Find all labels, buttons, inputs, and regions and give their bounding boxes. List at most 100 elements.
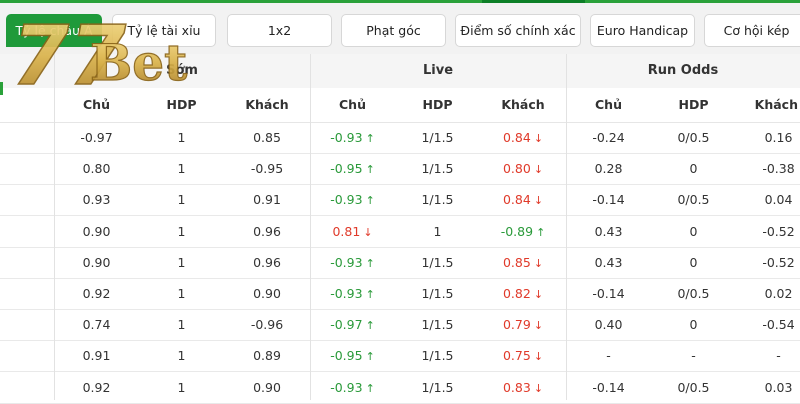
cell-early-away[interactable]: 0.91 [224, 184, 310, 215]
cell-live-away[interactable]: 0.80 ↓ [480, 153, 566, 184]
cell-run-away[interactable]: -0.52 [736, 216, 800, 247]
cell-live-hdp[interactable]: 1/1.5 [395, 372, 480, 403]
cell-run-home[interactable]: 0.40 [566, 309, 651, 340]
cell-early-away[interactable]: 0.90 [224, 278, 310, 309]
cell-live-hdp[interactable]: 1/1.5 [395, 184, 480, 215]
table-row: 0.93 1 0.91 -0.93 ↑ 1/1.5 0.84 ↓ -0.14 0/0.5 0.04 [0, 184, 800, 217]
cell-run-away[interactable]: -0.38 [736, 153, 800, 184]
cell-live-home[interactable]: 0.81 ↓ [310, 216, 395, 247]
cell-run-away[interactable]: 0.02 [736, 278, 800, 309]
cell-live-home[interactable]: -0.95 ↑ [310, 340, 395, 371]
cell-early-hdp[interactable]: 1 [139, 184, 224, 215]
cell-early-hdp[interactable]: 1 [139, 278, 224, 309]
arrow-down-icon: ↓ [533, 163, 544, 177]
tab-asian-handicap[interactable]: Tỷ lệ châu Á [6, 14, 102, 47]
cell-live-away[interactable]: 0.83 ↓ [480, 372, 566, 403]
cell-run-hdp[interactable]: - [651, 340, 736, 371]
cell-run-home[interactable]: 0.28 [566, 153, 651, 184]
cell-early-hdp[interactable]: 1 [139, 216, 224, 247]
cell-run-away[interactable]: 0.03 [736, 372, 800, 403]
cell-live-home[interactable]: -0.93 ↑ [310, 278, 395, 309]
cell-run-home[interactable]: 0.43 [566, 216, 651, 247]
cell-early-home[interactable]: 0.90 [54, 216, 139, 247]
cell-live-hdp[interactable]: 1/1.5 [395, 122, 480, 153]
cell-run-home[interactable]: - [566, 340, 651, 371]
cell-early-away[interactable]: -0.95 [224, 153, 310, 184]
cell-live-home[interactable]: -0.93 ↑ [310, 247, 395, 278]
cell-run-away[interactable]: - [736, 340, 800, 371]
cell-run-away[interactable]: 0.04 [736, 184, 800, 215]
cell-run-home[interactable]: -0.14 [566, 184, 651, 215]
cell-run-home[interactable]: -0.24 [566, 122, 651, 153]
cell-live-away[interactable]: 0.82 ↓ [480, 278, 566, 309]
cell-run-home[interactable]: 0.43 [566, 247, 651, 278]
cell-run-home[interactable]: -0.14 [566, 278, 651, 309]
cell-live-hdp[interactable]: 1/1.5 [395, 309, 480, 340]
odds-value: 0.90 [82, 254, 111, 270]
cell-live-away[interactable]: 0.84 ↓ [480, 122, 566, 153]
cell-early-home[interactable]: 0.92 [54, 372, 139, 403]
tab-euro-handicap[interactable]: Euro Handicap [590, 14, 695, 47]
odds-value: 1/1.5 [421, 379, 454, 395]
cell-live-away[interactable]: -0.89 ↑ [480, 216, 566, 247]
cell-early-home[interactable]: 0.74 [54, 309, 139, 340]
cell-live-hdp[interactable]: 1/1.5 [395, 340, 480, 371]
cell-live-home[interactable]: -0.95 ↑ [310, 153, 395, 184]
cell-run-hdp[interactable]: 0/0.5 [651, 122, 736, 153]
col-home-early: Chủ [83, 97, 110, 112]
cell-live-home[interactable]: -0.93 ↑ [310, 122, 395, 153]
cell-early-away[interactable]: -0.96 [224, 309, 310, 340]
cell-early-away[interactable]: 0.85 [224, 122, 310, 153]
cell-run-away[interactable]: 0.16 [736, 122, 800, 153]
cell-early-hdp[interactable]: 1 [139, 247, 224, 278]
cell-run-hdp[interactable]: 0 [651, 216, 736, 247]
cell-live-hdp[interactable]: 1/1.5 [395, 153, 480, 184]
cell-run-away[interactable]: -0.52 [736, 247, 800, 278]
cell-run-hdp[interactable]: 0/0.5 [651, 372, 736, 403]
tab-1x2[interactable]: 1x2 [227, 14, 332, 47]
tab-correct-score[interactable]: Điểm số chính xác [455, 14, 581, 47]
cell-early-home[interactable]: 0.93 [54, 184, 139, 215]
cell-early-away[interactable]: 0.96 [224, 216, 310, 247]
cell-run-hdp[interactable]: 0/0.5 [651, 184, 736, 215]
cell-run-home[interactable]: -0.14 [566, 372, 651, 403]
cell-early-hdp[interactable]: 1 [139, 153, 224, 184]
cell-early-away[interactable]: 0.89 [224, 340, 310, 371]
cell-live-away[interactable]: 0.75 ↓ [480, 340, 566, 371]
cell-early-away[interactable]: 0.90 [224, 372, 310, 403]
tab-double-chance[interactable]: Cơ hội kép [704, 14, 800, 47]
cell-live-home[interactable]: -0.93 ↑ [310, 184, 395, 215]
odds-value: -0.95 [330, 348, 363, 364]
odds-value: 0.92 [82, 286, 111, 301]
cell-live-away[interactable]: 0.79 ↓ [480, 309, 566, 340]
cell-live-hdp[interactable]: 1/1.5 [395, 247, 480, 278]
cell-early-home[interactable]: 0.92 [54, 278, 139, 309]
cell-live-home[interactable]: -0.97 ↑ [310, 309, 395, 340]
cell-live-hdp[interactable]: 1 [395, 216, 480, 247]
cell-early-home[interactable]: 0.91 [54, 340, 139, 371]
cell-early-hdp[interactable]: 1 [139, 122, 224, 153]
cell-run-away[interactable]: -0.54 [736, 309, 800, 340]
cell-early-away[interactable]: 0.96 [224, 247, 310, 278]
cell-live-away[interactable]: 0.84 ↓ [480, 184, 566, 215]
cell-run-hdp[interactable]: 0 [651, 153, 736, 184]
tab-corners[interactable]: Phạt góc [341, 14, 446, 47]
cell-early-home[interactable]: 0.80 [54, 153, 139, 184]
cell-early-hdp[interactable]: 1 [139, 309, 224, 340]
arrow-up-icon: ↑ [365, 256, 375, 270]
tab-over-under[interactable]: Tỷ lệ tài xỉu [112, 14, 216, 47]
divider [54, 54, 55, 400]
odds-value: 1/1.5 [421, 192, 454, 208]
cell-run-hdp[interactable]: 0 [651, 309, 736, 340]
cell-early-home[interactable]: -0.97 [54, 122, 139, 153]
odds-value: -0.93 [330, 254, 363, 270]
cell-live-hdp[interactable]: 1/1.5 [395, 278, 480, 309]
cell-early-hdp[interactable]: 1 [139, 372, 224, 403]
cell-run-hdp[interactable]: 0 [651, 247, 736, 278]
cell-live-away[interactable]: 0.85 ↓ [480, 247, 566, 278]
cell-run-hdp[interactable]: 0/0.5 [651, 278, 736, 309]
cell-early-home[interactable]: 0.90 [54, 247, 139, 278]
cell-live-home[interactable]: -0.93 ↑ [310, 372, 395, 403]
cell-early-hdp[interactable]: 1 [139, 340, 224, 371]
arrow-down-icon: ↓ [533, 132, 544, 145]
